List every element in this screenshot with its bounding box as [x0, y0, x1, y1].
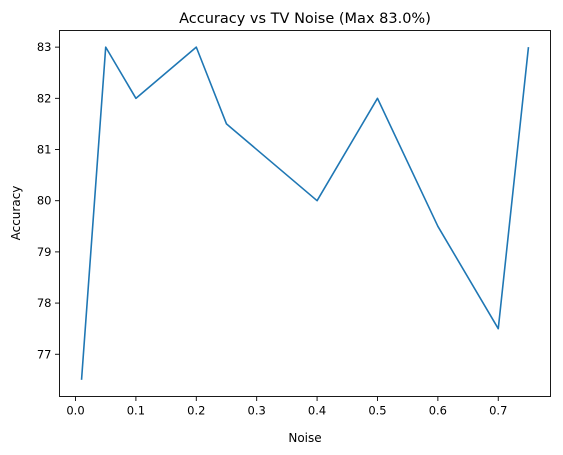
x-axis-ticks: 0.0 0.1 0.2 0.3 0.4 0.5 0.6 0.7	[66, 396, 507, 418]
x-tick-label: 0.6	[429, 404, 447, 418]
x-axis-label: Noise	[288, 431, 321, 445]
y-tick-label: 81	[37, 143, 52, 157]
chart-title: Accuracy vs TV Noise (Max 83.0%)	[179, 11, 431, 27]
y-tick-label: 77	[37, 347, 52, 361]
x-tick-label: 0.7	[489, 404, 507, 418]
x-tick-label: 0.4	[308, 404, 326, 418]
x-tick-label: 0.3	[248, 404, 266, 418]
x-tick-label: 0.2	[187, 404, 205, 418]
y-tick-label: 78	[37, 296, 52, 310]
y-tick-label: 79	[37, 245, 52, 259]
plot-series	[80, 46, 530, 380]
y-tick-label: 80	[37, 194, 52, 208]
y-axis-label: Accuracy	[9, 186, 23, 241]
y-axis-ticks: 77 78 79 80 81 82 83	[37, 40, 60, 361]
y-tick-label: 83	[37, 40, 52, 54]
plot-frame	[59, 30, 551, 397]
series-line	[80, 46, 530, 380]
x-tick-label: 0.5	[368, 404, 386, 418]
x-tick-label: 0.0	[66, 404, 84, 418]
x-tick-label: 0.1	[127, 404, 145, 418]
y-tick-label: 82	[37, 91, 52, 105]
